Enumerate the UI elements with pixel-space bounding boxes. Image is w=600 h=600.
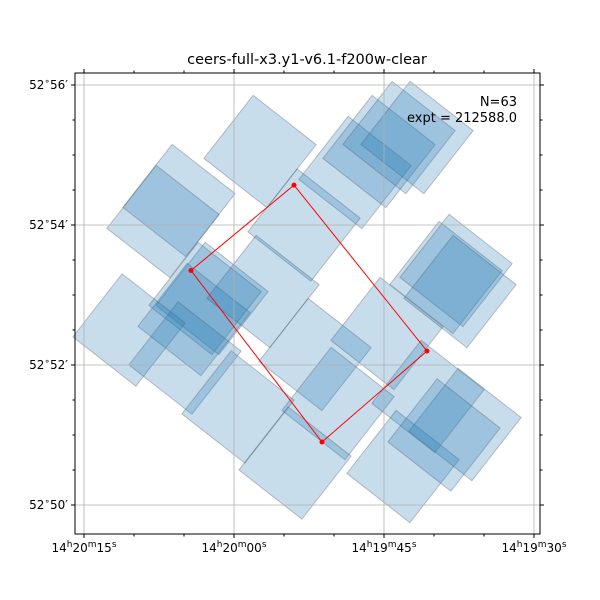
outline-vertex-3	[319, 439, 325, 445]
x-tick-label-2: 14h19m45s	[351, 540, 416, 555]
y-tick-label-0: 52∘56′	[29, 77, 68, 92]
x-tick-label-unit: m	[388, 540, 397, 550]
ticks-layer	[71, 69, 544, 538]
y-tick-label-degree: ∘	[44, 217, 50, 227]
footprint-6	[360, 80, 474, 195]
x-tick-label-unit: s	[412, 540, 417, 550]
y-tick-label-value: 52	[29, 498, 44, 512]
outline-vertex-1	[291, 182, 297, 188]
gridlines-layer	[75, 73, 540, 534]
x-tick-label-unit: s	[262, 540, 267, 550]
footprint-19	[181, 350, 295, 464]
x-tick-label-value: 14	[51, 541, 66, 555]
y-tick-label-value: ′	[65, 218, 68, 232]
footprint-13	[128, 301, 242, 415]
exposure-annotation: expt = 212588.0	[407, 111, 517, 126]
y-tick-label-value: ′	[65, 498, 68, 512]
x-tick-label-unit: h	[67, 540, 73, 550]
x-tick-label-3: 14h19m30s	[501, 540, 566, 555]
footprint-10	[137, 262, 251, 377]
y-tick-label-value: 54	[50, 218, 65, 232]
footprint-16	[389, 220, 503, 335]
footprint-5	[342, 80, 456, 195]
footprint-12	[72, 273, 186, 387]
y-tick-label-degree: ∘	[44, 77, 50, 87]
footprint-22	[238, 406, 352, 520]
x-tick-label-value: 20	[72, 541, 87, 555]
x-tick-label-value: 30	[547, 541, 562, 555]
footprint-23	[346, 409, 460, 524]
x-tick-label-value: 19	[522, 541, 537, 555]
x-tick-label-unit: h	[217, 540, 223, 550]
footprint-2	[203, 94, 317, 209]
footprint-11	[206, 234, 320, 349]
x-tick-label-unit: m	[238, 540, 247, 550]
footprint-1	[106, 164, 220, 279]
y-tick-label-3: 52∘50′	[29, 497, 68, 512]
x-tick-label-value: 14	[201, 541, 216, 555]
x-tick-label-value: 45	[397, 541, 412, 555]
count-annotation: N=63	[480, 95, 517, 110]
footprint-17	[399, 213, 513, 328]
y-tick-label-value: ′	[65, 358, 68, 372]
footprint-9	[148, 241, 262, 356]
axes-frame	[74, 72, 541, 535]
x-tick-label-unit: m	[538, 540, 547, 550]
footprint-14	[258, 297, 372, 412]
footprint-20	[281, 346, 395, 461]
x-tick-label-unit: s	[112, 540, 117, 550]
x-tick-label-value: 20	[222, 541, 237, 555]
y-tick-label-degree: ∘	[44, 357, 50, 367]
y-tick-label-1: 52∘54′	[29, 217, 68, 232]
x-tick-label-unit: h	[517, 540, 523, 550]
x-tick-label-value: 14	[501, 541, 516, 555]
x-tick-label-value: 00	[247, 541, 262, 555]
chart-title: ceers-full-x3.y1-v6.1-f200w-clear	[187, 52, 427, 68]
x-tick-label-value: 15	[97, 541, 112, 555]
y-tick-label-value: 56	[50, 78, 65, 92]
footprint-3	[298, 115, 412, 230]
x-tick-label-1: 14h20m00s	[201, 540, 266, 555]
footprint-24	[408, 367, 522, 482]
outline-vertex-0	[188, 268, 194, 273]
y-tick-label-value: 52	[50, 358, 65, 372]
y-tick-label-value: 50	[50, 498, 65, 512]
outline-vertex-2	[424, 348, 430, 354]
footprint-4	[322, 94, 436, 209]
x-tick-label-0: 14h20m15s	[51, 540, 116, 555]
y-tick-label-value: ′	[65, 78, 68, 92]
y-tick-label-value: 52	[29, 358, 44, 372]
y-tick-label-value: 52	[29, 78, 44, 92]
x-tick-label-value: 19	[372, 541, 387, 555]
outline-layer	[188, 182, 430, 445]
x-tick-label-unit: s	[562, 540, 567, 550]
y-tick-label-2: 52∘52′	[29, 357, 68, 372]
y-tick-label-value: 52	[29, 218, 44, 232]
x-tick-label-value: 14	[351, 541, 366, 555]
footprint-18	[403, 234, 517, 349]
x-tick-label-unit: h	[367, 540, 373, 550]
footprint-25	[387, 378, 501, 492]
footprints-layer	[72, 80, 522, 524]
tick-labels-layer: 14h20m15s 14h20m00s 14h19m45s 14h19m30s52∘5…	[29, 77, 567, 555]
x-tick-label-unit: m	[88, 540, 97, 550]
y-tick-label-degree: ∘	[44, 497, 50, 507]
